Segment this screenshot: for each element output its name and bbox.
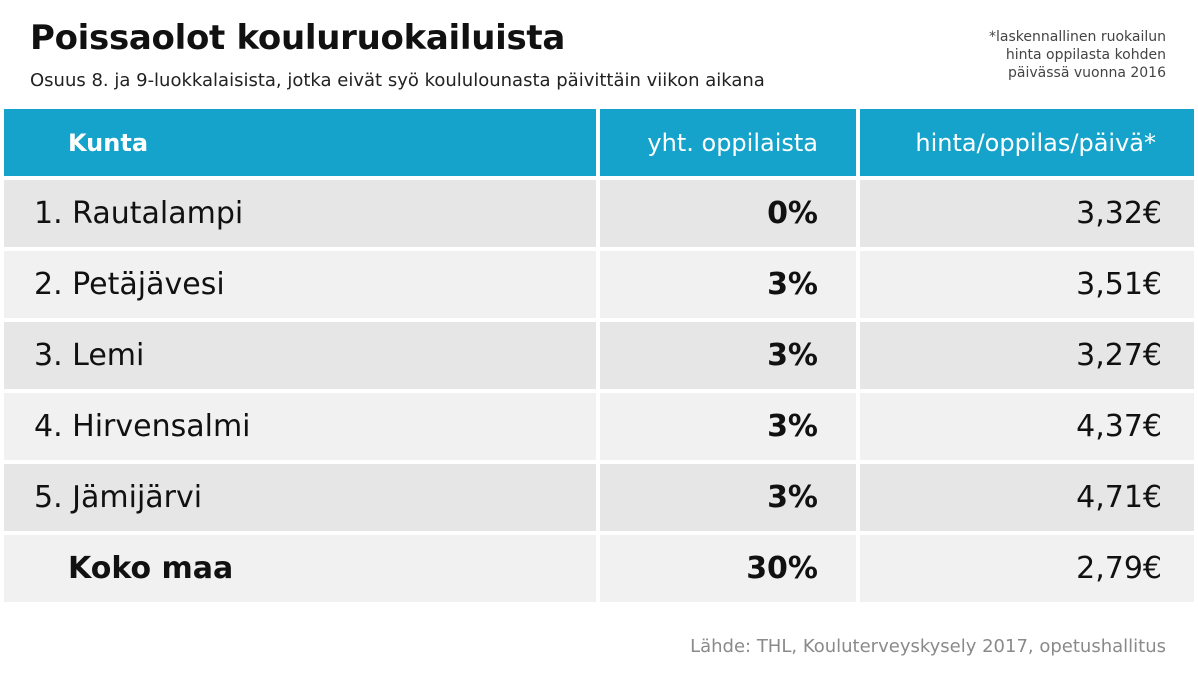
column-header-kunta: Kunta	[4, 109, 596, 176]
table-row: 5. Jämijärvi 3% 4,71€	[4, 460, 1194, 531]
table-row: 4. Hirvensalmi 3% 4,37€	[4, 389, 1194, 460]
page-title: Poissaolot kouluruokailuista	[30, 18, 566, 58]
share-cell: 3%	[596, 247, 856, 318]
municipality-cell: 4. Hirvensalmi	[4, 389, 596, 460]
column-header-share: yht. oppilaista	[596, 109, 856, 176]
municipality-cell: 5. Jämijärvi	[4, 460, 596, 531]
municipality-cell: 2. Petäjävesi	[4, 247, 596, 318]
table-row: 2. Petäjävesi 3% 3,51€	[4, 247, 1194, 318]
share-cell: 3%	[596, 318, 856, 389]
lunch-absence-table: Kunta yht. oppilaista hinta/oppilas/päiv…	[4, 109, 1194, 602]
share-cell: 3%	[596, 460, 856, 531]
price-footnote: *laskennallinen ruokailun hinta oppilast…	[989, 28, 1166, 82]
price-cell: 4,71€	[856, 460, 1194, 531]
total-row: Koko maa 30% 2,79€	[4, 531, 1194, 602]
price-cell: 2,79€	[856, 531, 1194, 602]
table-row: 3. Lemi 3% 3,27€	[4, 318, 1194, 389]
price-footnote-line: päivässä vuonna 2016	[1008, 65, 1166, 81]
share-cell: 3%	[596, 389, 856, 460]
share-cell: 30%	[596, 531, 856, 602]
source-note: Lähde: THL, Kouluterveyskysely 2017, ope…	[690, 636, 1166, 657]
page-subtitle: Osuus 8. ja 9-luokkalaisista, jotka eivä…	[30, 70, 765, 91]
price-cell: 4,37€	[856, 389, 1194, 460]
price-cell: 3,32€	[856, 176, 1194, 247]
price-cell: 3,51€	[856, 247, 1194, 318]
price-cell: 3,27€	[856, 318, 1194, 389]
municipality-cell: 3. Lemi	[4, 318, 596, 389]
municipality-cell: 1. Rautalampi	[4, 176, 596, 247]
municipality-cell: Koko maa	[4, 531, 596, 602]
table-header-row: Kunta yht. oppilaista hinta/oppilas/päiv…	[4, 109, 1194, 176]
price-footnote-line: *laskennallinen ruokailun	[989, 29, 1166, 45]
column-header-price: hinta/oppilas/päivä*	[856, 109, 1194, 176]
table-row: 1. Rautalampi 0% 3,32€	[4, 176, 1194, 247]
share-cell: 0%	[596, 176, 856, 247]
price-footnote-line: hinta oppilasta kohden	[1005, 47, 1166, 63]
